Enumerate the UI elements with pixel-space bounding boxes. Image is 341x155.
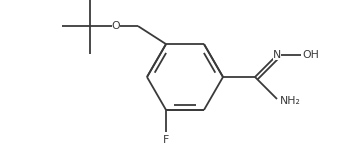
Text: O: O xyxy=(112,21,120,31)
Text: NH₂: NH₂ xyxy=(280,96,300,106)
Text: F: F xyxy=(163,135,169,145)
Text: OH: OH xyxy=(302,50,320,60)
Text: N: N xyxy=(273,50,281,60)
